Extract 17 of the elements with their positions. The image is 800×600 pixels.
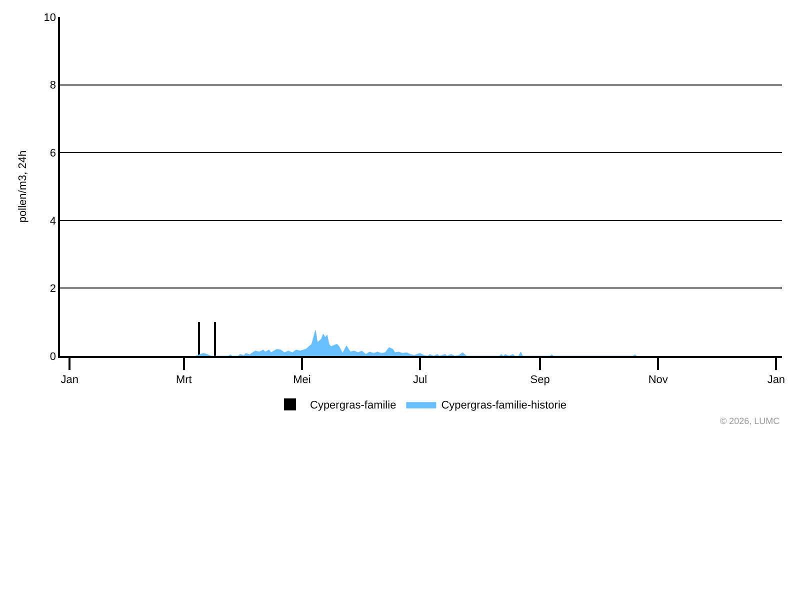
y-tick-label: 2 (50, 283, 56, 296)
y-tick-label: 10 (44, 12, 56, 24)
x-tick-label: Jan (60, 374, 79, 386)
x-tick-label: Nov (648, 374, 668, 386)
x-tick-label: Sep (530, 374, 550, 386)
y-tick-label: 4 (50, 215, 56, 228)
text: © 2026, LUMC (720, 416, 780, 426)
x-tick-label: Jan (767, 374, 786, 386)
legend-label: Cypergras-familie-historie (441, 400, 567, 412)
x-tick-label: Mei (293, 374, 311, 386)
legend-label: Cypergras-familie (310, 400, 396, 412)
y-axis-title: pollen/m3, 24h (16, 150, 29, 223)
y-tick-label: 6 (50, 147, 56, 160)
x-tick-label: Jul (413, 374, 428, 386)
y-tick-label: 0 (50, 350, 56, 363)
x-tick-label: Mrt (176, 374, 192, 386)
y-tick-label: 8 (50, 80, 56, 92)
